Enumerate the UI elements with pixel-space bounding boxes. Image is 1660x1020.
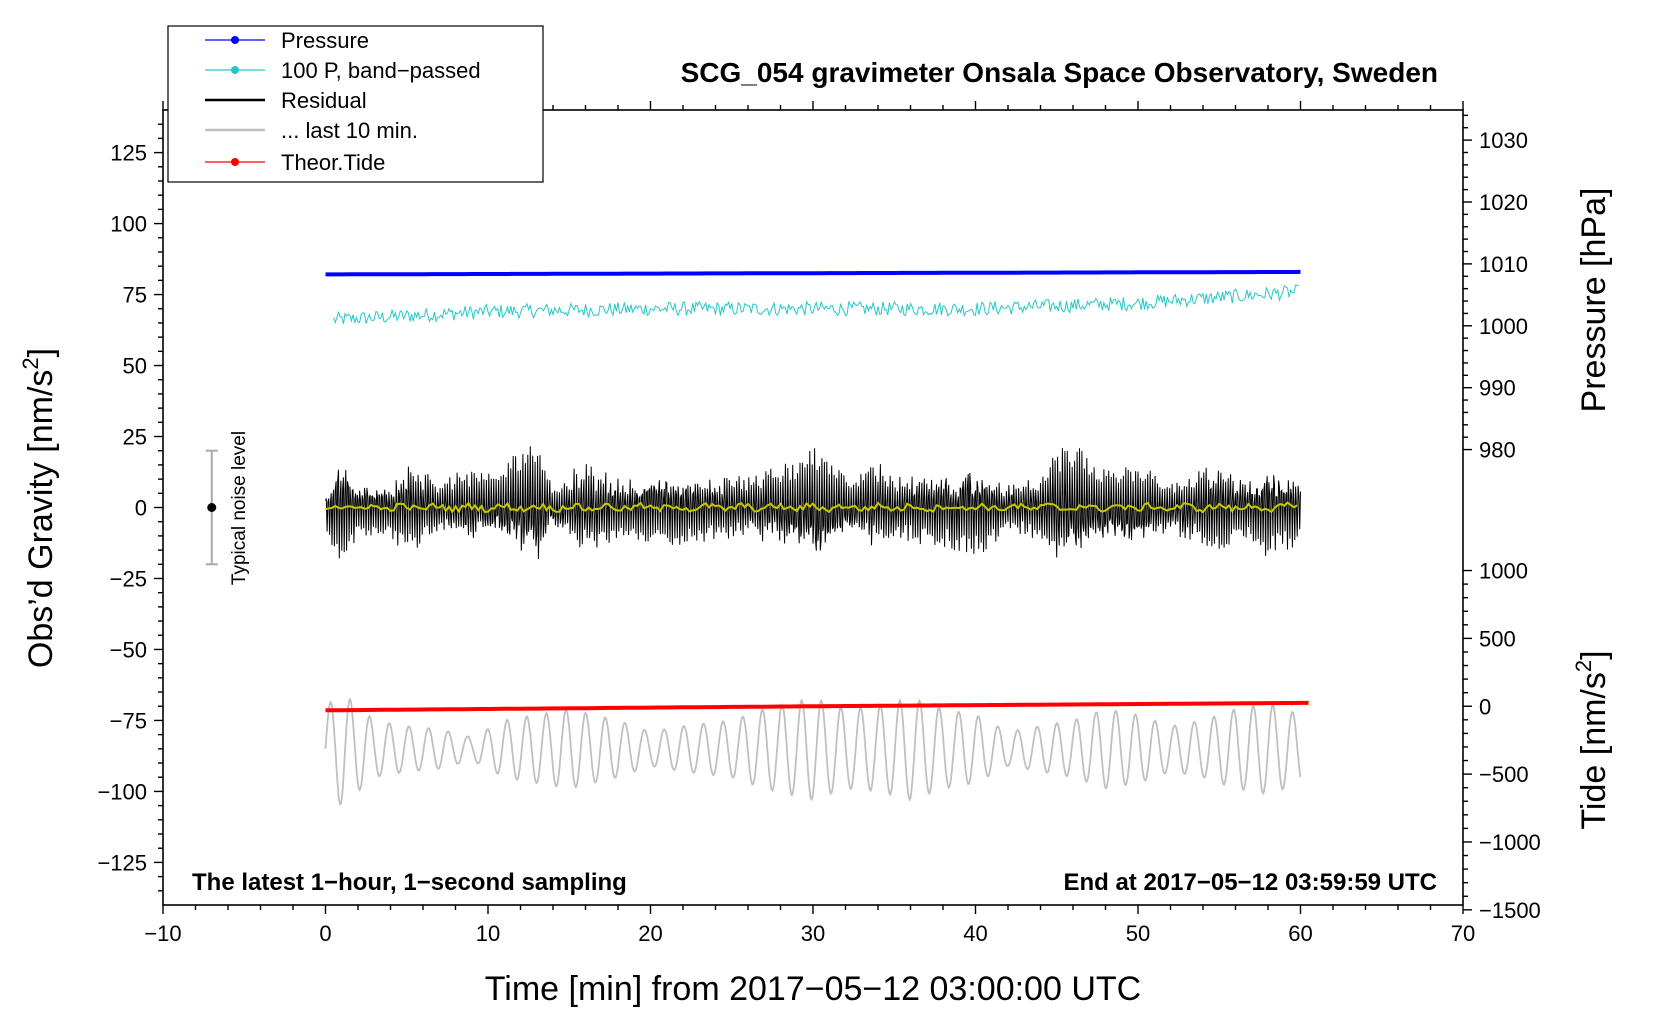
pressure-tick-label: 1030 <box>1479 128 1528 153</box>
legend-band-passed-label: 100 P, band−passed <box>281 58 481 83</box>
y-axis-title-base: Obs’d Gravity [nm/s <box>22 370 60 669</box>
tide-tick-label: 1000 <box>1479 559 1528 584</box>
tide-tick-label: 0 <box>1479 694 1491 719</box>
noise-bar-center <box>207 503 217 512</box>
y-tick-label: 75 <box>123 283 147 308</box>
legend-entry-theor-tide: Theor.Tide <box>205 150 385 175</box>
x-tick-label: −10 <box>144 921 181 946</box>
legend: Pressure 100 P, band−passed Residual ...… <box>167 25 544 183</box>
legend-last-10-min-label: ... last 10 min. <box>281 118 418 143</box>
residual-series <box>325 446 1301 560</box>
y-tick-label: −50 <box>110 637 147 662</box>
pressure-tick-label: 1000 <box>1479 314 1528 339</box>
y-tick-label: −75 <box>110 708 147 733</box>
legend-tide-marker <box>231 158 239 166</box>
last-10-min-series <box>324 697 1302 806</box>
legend-entry-residual: Residual <box>205 88 367 113</box>
legend-entry-band-passed: 100 P, band−passed <box>205 58 481 83</box>
legend-tide-label: Theor.Tide <box>281 150 385 175</box>
legend-residual-label: Residual <box>281 88 367 113</box>
legend-entry-last-10-min: ... last 10 min. <box>205 118 418 143</box>
legend-band-passed-marker <box>231 66 239 74</box>
tide-tick-label: −1500 <box>1479 898 1541 923</box>
legend-entry-pressure: Pressure <box>205 28 369 53</box>
tide-tick-label: −1000 <box>1479 830 1541 855</box>
y-tick-label: −100 <box>97 779 147 804</box>
y-tick-label: 25 <box>123 425 147 450</box>
legend-pressure-marker <box>231 36 239 44</box>
y-tick-label: 125 <box>110 141 147 166</box>
x-tick-label: 0 <box>319 921 331 946</box>
x-tick-label: 20 <box>638 921 662 946</box>
tide-tick-label: −500 <box>1479 762 1529 787</box>
y-tick-label: 50 <box>123 354 147 379</box>
ticks-layer: −10 0 10 20 30 40 50 60 701251007550250−25−50−75… <box>97 101 1541 946</box>
x-tick-label: 10 <box>476 921 500 946</box>
legend-pressure-label: Pressure <box>281 28 369 53</box>
chart-title: SCG_054 gravimeter Onsala Space Observat… <box>681 57 1438 88</box>
x-tick-label: 60 <box>1288 921 1312 946</box>
series-layer <box>205 269 1309 806</box>
y-tick-label: −125 <box>97 850 147 875</box>
y-axis-title: Obs’d Gravity [nm/s2] <box>18 348 60 668</box>
tide-tick-label: 500 <box>1479 626 1516 651</box>
tide-axis-title-base: Tide [nm/s <box>1575 672 1613 829</box>
x-tick-label: 70 <box>1451 921 1475 946</box>
y-axis-title-end: ] <box>22 348 60 357</box>
tide-axis-title-end: ] <box>1575 650 1613 659</box>
x-tick-label: 40 <box>963 921 987 946</box>
pressure-tick-label: 980 <box>1479 438 1516 463</box>
end-time-annotation: End at 2017−05−12 03:59:59 UTC <box>1063 869 1437 896</box>
x-axis-title: Time [min] from 2017−05−12 03:00:00 UTC <box>485 970 1141 1008</box>
pressure-tick-label: 1010 <box>1479 252 1528 277</box>
noise-bar <box>205 449 218 566</box>
tide-axis-title: Tide [nm/s2] <box>1571 650 1613 829</box>
pressure-tick-label: 1020 <box>1479 190 1528 215</box>
x-tick-label: 30 <box>801 921 825 946</box>
noise-level-label: Typical noise level <box>229 431 250 585</box>
pressure-series <box>325 269 1301 277</box>
y-tick-label: 0 <box>135 496 147 521</box>
band-passed-series <box>333 284 1300 324</box>
tide-axis-title-sup: 2 <box>1571 660 1596 672</box>
x-tick-label: 50 <box>1126 921 1150 946</box>
theor-tide-series <box>325 700 1309 713</box>
sampling-annotation: The latest 1−hour, 1−second sampling <box>192 869 627 896</box>
y-tick-label: 100 <box>110 212 147 237</box>
residual-smoothed-series <box>325 501 1298 514</box>
y-tick-label: −25 <box>110 566 147 591</box>
legend-box <box>167 25 544 183</box>
y-axis-title-sup: 2 <box>18 357 43 369</box>
pressure-axis-title: Pressure [hPa] <box>1575 188 1613 413</box>
pressure-tick-label: 990 <box>1479 376 1516 401</box>
